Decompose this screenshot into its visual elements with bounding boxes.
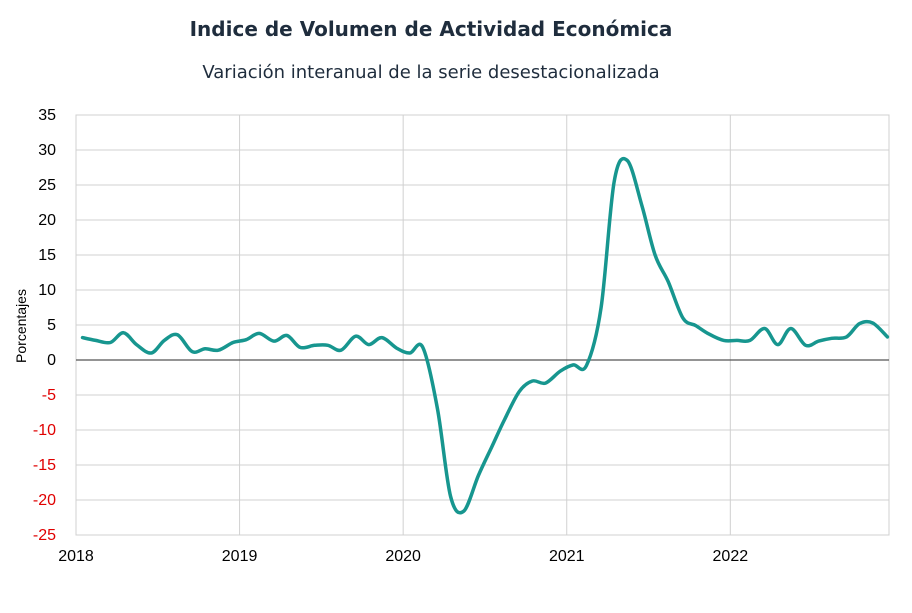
y-tick-label: -10 (33, 422, 56, 439)
y-tick-label: 5 (47, 317, 56, 334)
y-tick-label: 30 (38, 142, 56, 159)
y-tick-label: 20 (38, 212, 56, 229)
x-tick-label: 2019 (222, 548, 258, 565)
x-tick-label: 2018 (58, 548, 94, 565)
y-tick-label: -5 (42, 387, 56, 404)
y-tick-label: 0 (47, 352, 56, 369)
y-tick-label: 10 (38, 282, 56, 299)
y-tick-label: 15 (38, 247, 56, 264)
x-tick-label: 2020 (385, 548, 421, 565)
y-tick-label: 25 (38, 177, 56, 194)
x-tick-label: 2022 (713, 548, 749, 565)
series-line (80, 156, 890, 515)
y-tick-label: -15 (33, 457, 56, 474)
y-axis-label: Porcentajes (13, 289, 29, 363)
y-tick-label: -20 (33, 492, 56, 509)
y-tick-label: -25 (33, 527, 56, 544)
y-tick-label: 35 (38, 107, 56, 124)
chart-subtitle: Variación interanual de la serie desesta… (202, 62, 659, 83)
chart-title: Indice de Volumen de Actividad Económica (190, 17, 673, 41)
x-tick-label: 2021 (549, 548, 585, 565)
